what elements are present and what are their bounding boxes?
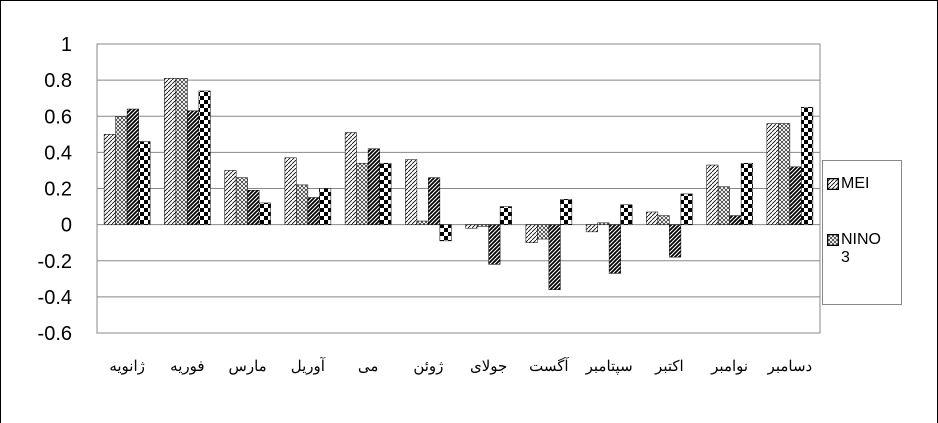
bar	[224, 170, 237, 225]
x-tick-label: اکتبر	[654, 358, 684, 375]
bar	[801, 106, 814, 225]
bar	[187, 110, 200, 225]
bar	[247, 190, 260, 225]
y-tick-label: 0.6	[44, 106, 72, 128]
legend: MEI NINO 3	[822, 160, 902, 305]
bar	[729, 215, 742, 225]
legend-swatch	[827, 178, 839, 190]
bar	[740, 162, 753, 225]
bar	[428, 177, 441, 225]
x-tick-label: مارس	[229, 358, 267, 375]
bar	[258, 202, 271, 225]
y-tick-label: 0.2	[44, 179, 72, 201]
bar	[585, 224, 598, 233]
bar	[367, 148, 380, 225]
bar	[465, 224, 478, 229]
bar	[307, 197, 320, 225]
bar	[525, 224, 538, 243]
x-tick-label: ژانویه	[109, 358, 145, 375]
legend-label: NINO 3	[841, 231, 881, 266]
x-tick-label: ژوئن	[413, 358, 443, 375]
bar	[608, 224, 621, 274]
bar	[537, 224, 550, 240]
bar	[657, 215, 670, 225]
bar	[680, 193, 693, 225]
x-tick-label: فوریه	[170, 358, 204, 375]
x-tick-label: سپتامبر	[585, 358, 633, 375]
y-tick-label: -0.6	[38, 323, 72, 345]
bar	[717, 186, 730, 225]
bar	[789, 166, 802, 225]
x-tick-label: جولای	[470, 358, 507, 375]
y-tick-label: 1	[61, 34, 72, 56]
bar	[778, 123, 791, 225]
bar	[356, 162, 369, 225]
legend-label: MEI	[841, 175, 870, 192]
y-tick-label: -0.4	[38, 287, 72, 309]
bar	[319, 188, 332, 225]
bar	[175, 78, 188, 225]
bar	[235, 177, 248, 225]
x-tick-label: نوامبر	[710, 358, 748, 375]
y-tick-label: 0	[61, 215, 72, 237]
bar	[597, 222, 610, 225]
bar	[706, 164, 719, 225]
x-tick-label: آگست	[529, 357, 569, 375]
legend-swatch	[827, 234, 839, 246]
bar	[296, 184, 309, 225]
y-tick-label: -0.2	[38, 251, 72, 273]
legend-item: NINO 3	[827, 231, 891, 267]
bar	[476, 224, 489, 227]
y-tick-label: 0.4	[44, 142, 72, 164]
bar	[620, 204, 633, 225]
bar	[488, 224, 501, 265]
bar	[646, 211, 659, 225]
bar	[284, 157, 297, 225]
bar	[499, 206, 512, 225]
bar	[115, 116, 128, 225]
bar	[405, 159, 418, 225]
bar	[548, 224, 561, 290]
y-tick-label: 0.8	[44, 70, 72, 92]
bar	[439, 224, 452, 242]
bar	[766, 123, 779, 225]
bar	[344, 132, 357, 225]
bar	[560, 199, 573, 225]
x-tick-label: می	[358, 358, 379, 375]
legend-item: MEI	[827, 175, 891, 193]
bar	[669, 224, 682, 258]
bar	[138, 141, 151, 225]
bar	[164, 78, 177, 225]
bar	[416, 220, 429, 225]
bar	[126, 108, 139, 225]
x-tick-label: آوریل	[291, 357, 326, 375]
bar	[198, 90, 211, 225]
x-tick-label: دسامبر	[767, 358, 813, 375]
bar	[103, 134, 116, 225]
bar	[379, 162, 392, 225]
